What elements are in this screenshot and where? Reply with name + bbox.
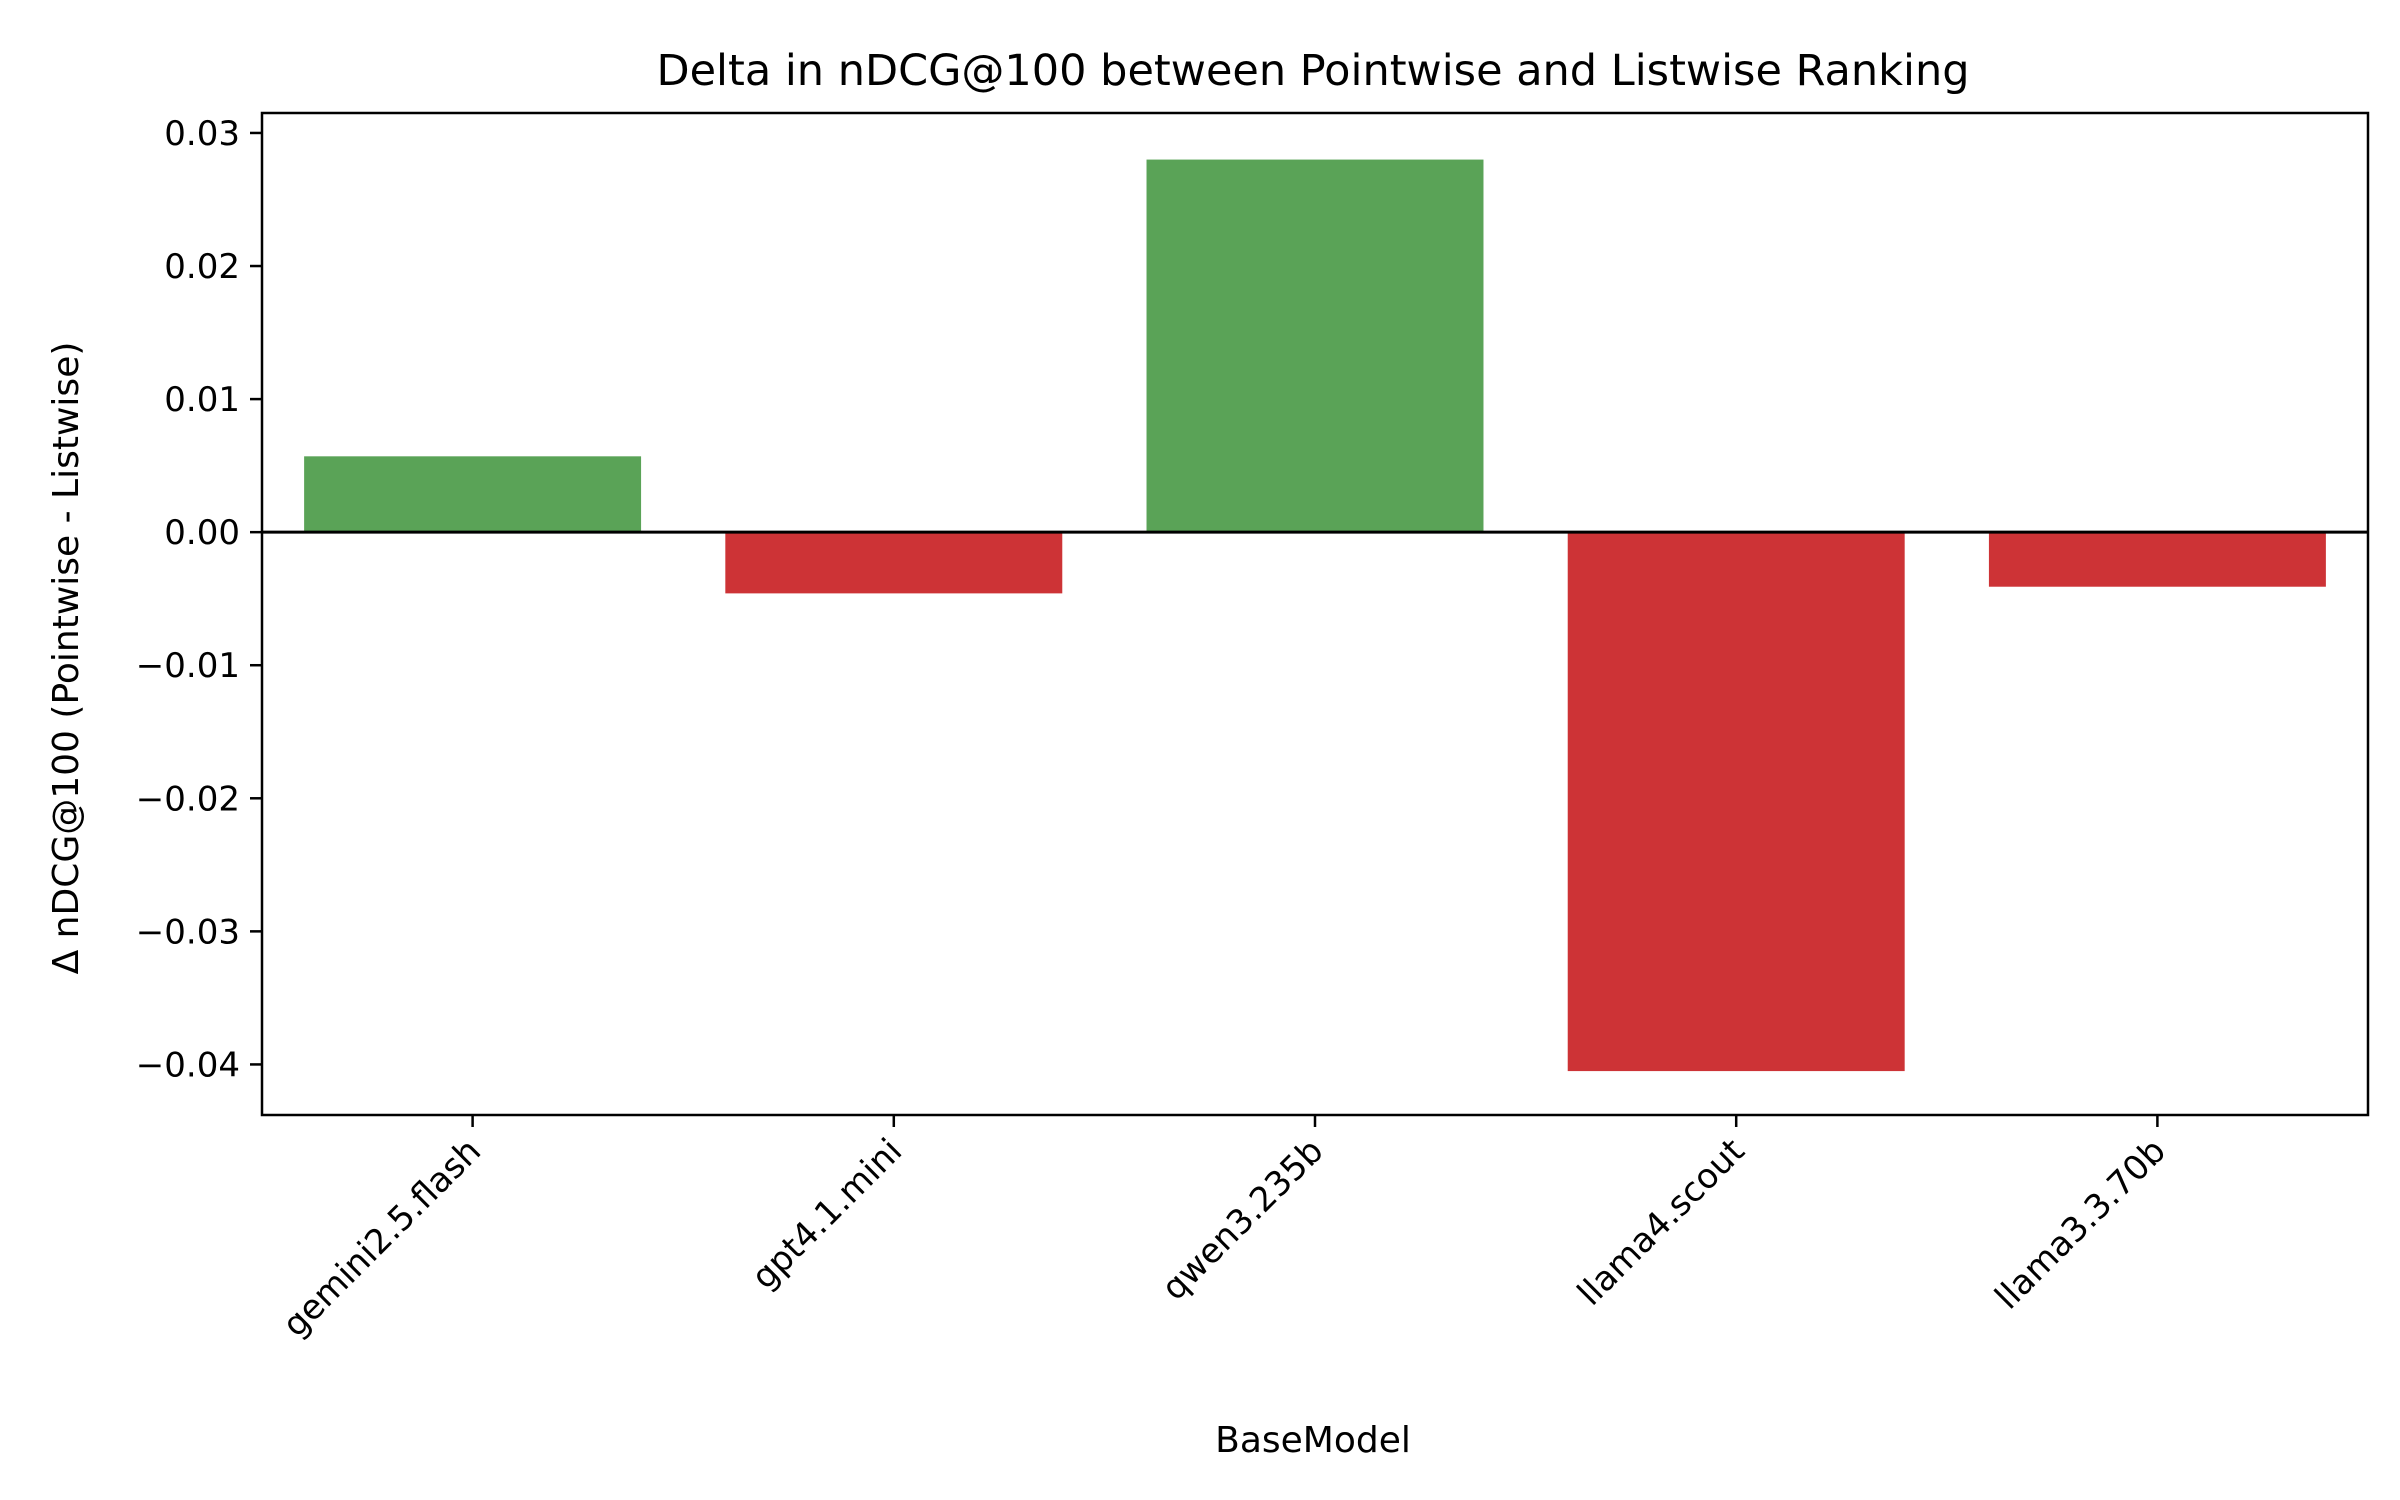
bars bbox=[304, 159, 2326, 1072]
x-axis-title: BaseModel bbox=[1215, 1420, 1411, 1461]
y-tick-label: −0.02 bbox=[136, 779, 240, 819]
y-tick-label: 0.03 bbox=[164, 114, 240, 154]
x-tick-label: llama3.3.70b bbox=[1987, 1131, 2173, 1317]
y-axis-title: Δ nDCG@100 (Pointwise - Listwise) bbox=[46, 342, 87, 975]
bar-gpt4-1-mini bbox=[725, 532, 1063, 594]
bar-llama4-scout bbox=[1567, 532, 1905, 1072]
y-tick-label: 0.00 bbox=[164, 513, 240, 553]
bar-llama3-3-70b bbox=[1988, 532, 2326, 587]
x-tick-label: qwen3.235b bbox=[1154, 1131, 1331, 1308]
y-tick-label: 0.01 bbox=[164, 380, 240, 420]
y-tick-label: −0.01 bbox=[136, 646, 240, 686]
y-tick-label: −0.04 bbox=[136, 1045, 240, 1085]
chart-title: Delta in nDCG@100 between Pointwise and … bbox=[656, 46, 1969, 96]
y-axis: 0.03 0.02 0.01 0.00 −0.01 −0.02 −0.03 −0.04 bbox=[136, 114, 262, 1085]
x-tick-label: llama4.scout bbox=[1570, 1131, 1753, 1314]
y-tick-label: 0.02 bbox=[164, 247, 240, 287]
bar-qwen3-235b bbox=[1146, 159, 1484, 533]
x-axis: gemini2.5.flash gpt4.1.mini qwen3.235b llam… bbox=[275, 1115, 2174, 1345]
x-tick-label: gemini2.5.flash bbox=[275, 1131, 489, 1345]
bar-gemini2-5-flash bbox=[304, 456, 642, 533]
y-tick-label: −0.03 bbox=[136, 912, 240, 952]
x-tick-label: gpt4.1.mini bbox=[744, 1131, 910, 1297]
